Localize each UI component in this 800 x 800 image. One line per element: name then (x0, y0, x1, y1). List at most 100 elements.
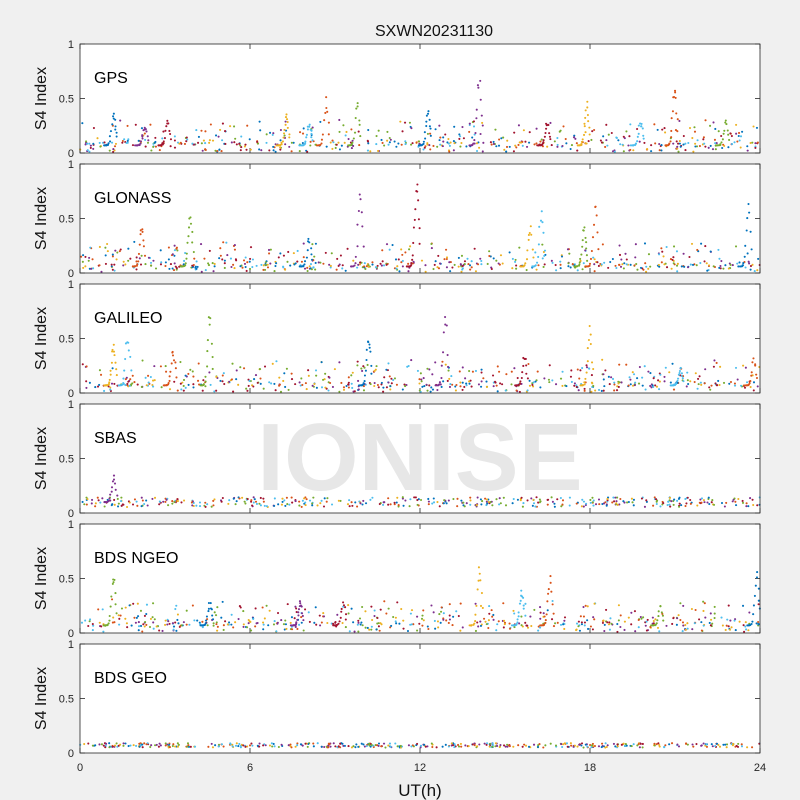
data-point (522, 364, 525, 368)
data-point (359, 135, 362, 138)
data-point (133, 381, 136, 384)
data-point (684, 505, 687, 508)
data-point (360, 211, 363, 214)
data-point (541, 257, 544, 260)
data-point (307, 237, 310, 240)
data-point (476, 588, 479, 591)
data-point (645, 270, 648, 273)
data-point (497, 262, 500, 265)
data-point (757, 587, 760, 590)
data-point (289, 745, 292, 748)
data-point (505, 373, 508, 376)
data-point (369, 383, 372, 386)
data-point (150, 149, 153, 152)
data-point (480, 114, 483, 117)
data-point (639, 615, 642, 619)
data-point (516, 498, 519, 501)
data-point (575, 502, 578, 505)
data-point (489, 141, 492, 144)
data-point (377, 742, 381, 745)
data-point (469, 499, 472, 502)
data-point (518, 622, 521, 625)
data-point (98, 264, 101, 267)
data-point (244, 745, 247, 748)
data-point (277, 503, 280, 506)
data-point (733, 619, 736, 622)
data-point (141, 228, 144, 231)
data-point (737, 265, 740, 268)
data-point (754, 142, 757, 145)
data-point (565, 742, 569, 745)
data-point (152, 627, 155, 630)
data-point (344, 606, 347, 609)
data-point (580, 253, 583, 256)
data-point (170, 362, 173, 365)
data-point (639, 266, 643, 269)
data-point (145, 743, 148, 746)
data-point (659, 373, 662, 376)
data-point (145, 499, 148, 502)
data-point (746, 252, 749, 255)
data-point (700, 383, 703, 386)
data-point (447, 745, 450, 748)
data-point (640, 617, 643, 620)
data-point (497, 144, 501, 147)
data-point (420, 378, 423, 381)
data-point (634, 256, 637, 259)
data-point (682, 252, 685, 255)
data-point (605, 139, 608, 142)
data-point (222, 745, 225, 748)
data-point (299, 384, 302, 387)
data-point (400, 143, 403, 146)
data-point (720, 259, 723, 263)
data-point (343, 744, 346, 747)
data-point (506, 743, 509, 746)
data-point (511, 257, 514, 260)
data-point (611, 377, 615, 381)
data-point (191, 266, 194, 269)
data-point (114, 142, 118, 145)
data-point (296, 744, 299, 747)
data-point (389, 503, 392, 506)
data-point (329, 381, 332, 385)
data-point (467, 263, 470, 266)
data-point (315, 623, 318, 626)
data-point (697, 377, 700, 380)
data-point (605, 504, 608, 507)
data-point (733, 384, 737, 387)
data-point (619, 265, 623, 268)
data-point (487, 619, 490, 622)
data-point (99, 373, 103, 376)
data-point (730, 742, 733, 746)
data-point (381, 249, 384, 252)
data-point (283, 628, 286, 631)
data-point (91, 498, 94, 501)
data-point (743, 255, 746, 258)
data-point (619, 614, 622, 617)
data-point (672, 95, 676, 99)
data-point (160, 386, 163, 389)
data-point (531, 383, 534, 386)
data-point (494, 380, 497, 383)
data-point (448, 261, 451, 264)
data-point (428, 144, 431, 147)
data-point (109, 386, 112, 389)
data-point (310, 268, 313, 271)
data-point (673, 498, 676, 501)
data-point (433, 263, 436, 266)
data-point (303, 260, 307, 263)
data-point (590, 746, 593, 749)
data-point (453, 142, 456, 145)
data-point (441, 745, 444, 748)
data-point (88, 381, 91, 384)
data-point (137, 629, 140, 632)
data-point (749, 230, 752, 233)
data-point (108, 149, 111, 152)
data-point (676, 379, 679, 382)
data-point (684, 142, 687, 145)
data-point (291, 628, 294, 631)
data-point (712, 365, 715, 368)
data-point (604, 746, 607, 749)
data-point (139, 142, 142, 145)
data-point (651, 616, 654, 619)
